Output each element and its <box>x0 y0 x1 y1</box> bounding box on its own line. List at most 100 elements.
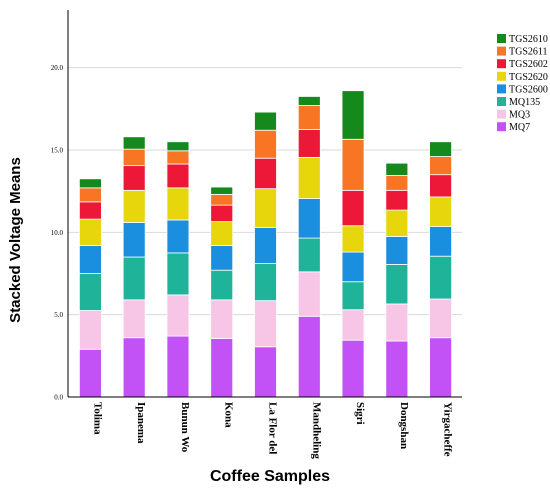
bar-segment <box>166 252 190 296</box>
bar-stack <box>254 111 277 398</box>
bar-segment <box>254 157 277 190</box>
bar-segment <box>385 162 409 176</box>
bar-segment <box>385 303 409 342</box>
bar-segment <box>166 141 190 152</box>
bar-segment <box>254 188 277 228</box>
bar-segment <box>210 245 234 271</box>
bar-segment <box>297 96 321 106</box>
x-tick-labels: Tolima Ipanema Bunun Wo Kona La Flor del Mand… <box>91 402 453 459</box>
bar-segment <box>297 271 321 317</box>
legend-label: TGS2602 <box>509 59 548 70</box>
bar-segment <box>385 175 409 191</box>
bar-segment <box>166 163 190 189</box>
bar-segment <box>78 245 102 274</box>
x-tick-label: Kona <box>223 402 235 428</box>
bar-segment <box>78 310 102 350</box>
bar-segment <box>385 209 409 237</box>
bar-segment <box>341 309 365 341</box>
bar-segment <box>429 174 453 198</box>
bar-segment <box>210 269 234 301</box>
legend-label: MQ3 <box>509 110 530 121</box>
legend-swatch <box>497 71 506 81</box>
bar-segment <box>341 138 365 191</box>
bars <box>78 90 453 398</box>
x-tick-label: Sigri <box>354 402 366 425</box>
bar-segment <box>210 299 234 339</box>
legend-swatch <box>497 122 506 132</box>
bar-stack <box>166 141 190 398</box>
legend-label: TGS2600 <box>509 84 548 95</box>
bar-segment <box>254 111 277 131</box>
bar-segment <box>210 221 234 246</box>
bar-segment <box>254 263 277 302</box>
legend-label: MQ7 <box>509 122 530 133</box>
bar-segment <box>297 198 321 239</box>
y-tick-label: 0.0 <box>54 394 63 402</box>
bar-segment <box>385 189 409 211</box>
x-axis-label: Coffee Samples <box>210 468 330 485</box>
bar-segment <box>122 136 146 150</box>
bar-segment <box>166 294 190 337</box>
bar-segment <box>429 141 453 157</box>
y-tick-label: 20.0 <box>51 64 64 72</box>
bar-segment <box>122 256 146 301</box>
bar-stack <box>210 186 234 398</box>
bar-segment <box>122 148 146 167</box>
bar-segment <box>429 226 453 257</box>
y-tick-label: 5.0 <box>54 311 63 319</box>
x-tick-label: La Flor del <box>267 402 279 454</box>
bar-segment <box>78 273 102 311</box>
bar-stack <box>385 162 409 398</box>
bar-segment <box>210 338 234 398</box>
bar-segment <box>122 337 146 398</box>
legend-swatch <box>497 84 506 94</box>
bar-stack <box>122 136 146 398</box>
bar-segment <box>254 129 277 159</box>
bar-segment <box>297 156 321 199</box>
bar-segment <box>429 298 453 339</box>
legend-swatch <box>497 34 506 43</box>
legend-swatch <box>497 46 506 56</box>
bar-segment <box>166 150 190 165</box>
bar-segment <box>210 194 234 206</box>
bar-segment <box>341 251 365 283</box>
y-tick-labels: 0.0 5.0 10.0 15.0 20.0 <box>51 64 64 401</box>
x-tick-label: Tolima <box>91 402 103 435</box>
bar-segment <box>210 186 234 195</box>
bar-segment <box>385 340 409 398</box>
bar-segment <box>297 315 321 398</box>
bar-stack <box>297 96 321 398</box>
bar-segment <box>166 335 190 398</box>
bar-segment <box>429 156 453 176</box>
bar-segment <box>166 219 190 254</box>
legend-swatch <box>497 59 506 69</box>
legend-swatch <box>497 109 506 119</box>
bar-segment <box>166 187 190 221</box>
bar-segment <box>341 339 365 398</box>
bar-segment <box>385 264 409 305</box>
bar-segment <box>254 300 277 348</box>
y-axis-label: Stacked Voltage Means <box>7 157 24 323</box>
bar-segment <box>429 337 453 398</box>
bar-stack <box>429 141 453 398</box>
bar-segment <box>78 201 102 220</box>
legend-label: TGS2611 <box>509 47 548 58</box>
bar-stack <box>78 178 102 398</box>
bar-segment <box>122 299 146 339</box>
legend-label: MQ135 <box>509 97 540 108</box>
bar-segment <box>429 196 453 227</box>
legend-swatch <box>497 97 506 106</box>
y-tick-label: 10.0 <box>51 229 64 237</box>
bar-segment <box>341 281 365 311</box>
bar-segment <box>297 105 321 130</box>
bar-segment <box>78 218 102 246</box>
bar-segment <box>78 348 102 398</box>
legend-label: TGS2610 <box>509 34 548 45</box>
bar-segment <box>297 237 321 273</box>
bar-segment <box>122 222 146 258</box>
bar-segment <box>429 255 453 300</box>
legend-label: TGS2620 <box>509 72 548 83</box>
bar-segment <box>122 189 146 223</box>
